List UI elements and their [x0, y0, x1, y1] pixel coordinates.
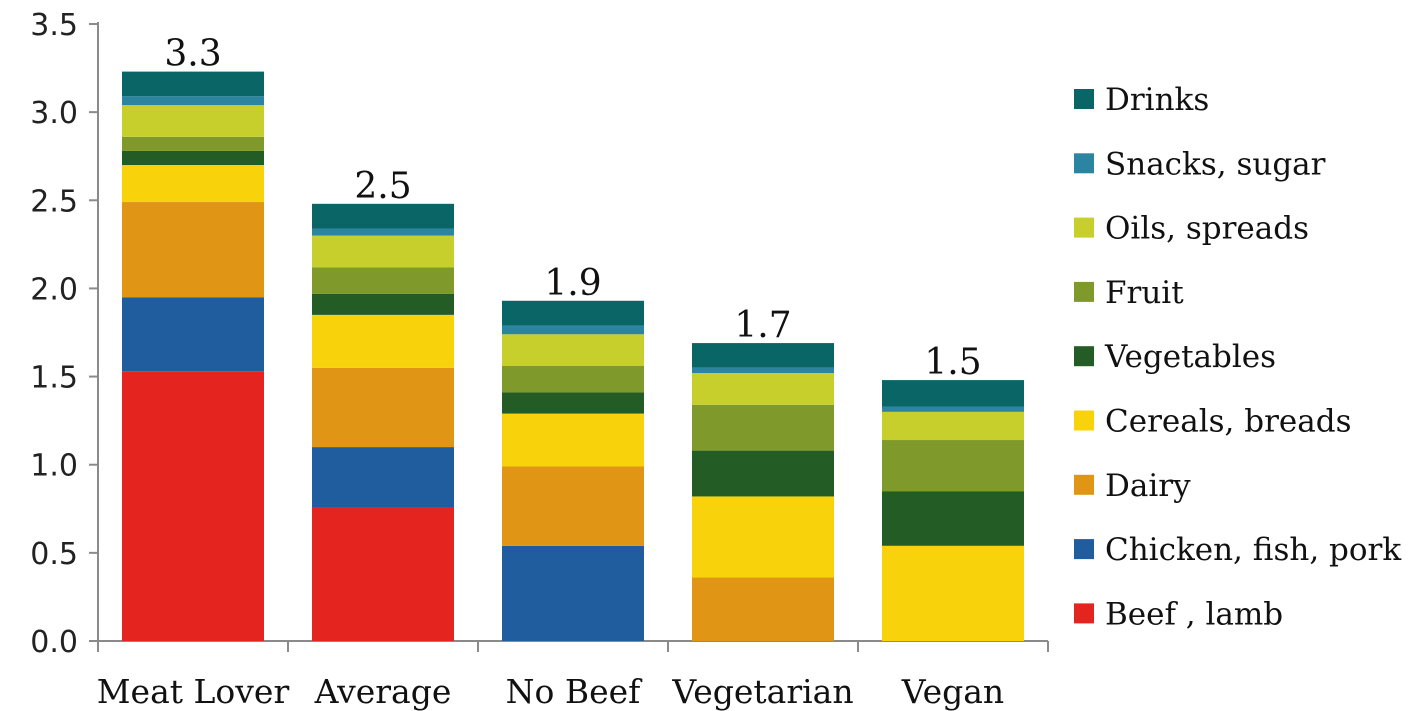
x-tick-label: Average [314, 672, 452, 711]
bar-segment [122, 165, 264, 203]
bar-segment [502, 545, 644, 641]
legend-label: Snacks, sugar [1105, 146, 1326, 182]
bar-segment [122, 150, 264, 166]
legend-label: Vegetables [1104, 339, 1276, 375]
bar-segment [312, 228, 454, 236]
bar-segment [692, 496, 834, 578]
y-tick-label: 1.0 [30, 449, 78, 484]
y-tick-label: 1.5 [30, 361, 78, 396]
legend-label: Fruit [1105, 275, 1184, 311]
legend-label: Beef , lamb [1105, 596, 1283, 632]
bar-segment [122, 202, 264, 298]
legend-label: Drinks [1105, 82, 1209, 118]
legend-swatch [1074, 89, 1094, 109]
bar-segment [312, 267, 454, 294]
bar-segment [882, 491, 1024, 546]
bar-segment [502, 466, 644, 546]
legend-label: Cereals, breads [1105, 404, 1352, 440]
x-axis: Meat Lover Average No Beef Vegetarian Vegan [97, 640, 1049, 711]
x-tick-label: Meat Lover [97, 672, 290, 711]
y-tick-label: 0.0 [30, 625, 78, 660]
bar-total-label: 1.7 [734, 305, 791, 346]
bar-segment [312, 507, 454, 641]
legend-swatch [1074, 410, 1094, 431]
legend-swatch [1074, 346, 1094, 367]
bar-segment [692, 450, 834, 497]
bar-segment [692, 373, 834, 405]
bar-segment [122, 371, 264, 641]
bar-segment [882, 380, 1024, 407]
y-axis: 0.0 0.5 1.0 1.5 2.0 2.5 3.0 3.5 [30, 8, 99, 660]
bar-segment [312, 235, 454, 268]
legend-swatch [1074, 539, 1094, 560]
legend: Drinks Snacks, sugar Oils, spreads Fruit Veg… [1074, 82, 1401, 632]
bar-segment [312, 367, 454, 448]
legend-swatch [1074, 281, 1094, 302]
legend-swatch [1074, 217, 1094, 238]
legend-swatch [1074, 603, 1094, 624]
bar-segment [882, 411, 1024, 441]
legend-label: Chicken, fish, pork [1105, 532, 1401, 568]
bar-segment [122, 136, 264, 151]
bar-segment [692, 367, 834, 374]
bar-total-label: 1.5 [924, 342, 981, 383]
legend-swatch [1074, 474, 1094, 495]
x-tick-label: Vegan [901, 672, 1004, 711]
bar-segment [502, 413, 644, 467]
bar-segment [882, 545, 1024, 641]
legend-label: Dairy [1105, 468, 1191, 504]
y-tick-label: 0.5 [30, 537, 78, 572]
bar-segment [882, 406, 1024, 412]
bar-segment [122, 105, 264, 137]
bar-segment [882, 440, 1024, 492]
y-tick-label: 2.0 [30, 272, 78, 307]
bar-segment [312, 314, 454, 368]
bar-segment [122, 71, 264, 97]
bar-segment [312, 447, 454, 508]
x-tick-label: No Beef [506, 672, 644, 711]
legend-label: Oils, spreads [1105, 211, 1309, 247]
x-tick-label: Vegetarian [671, 672, 853, 711]
bar-segment [312, 203, 454, 229]
total-labels: 3.3 2.5 1.9 1.7 1.5 [164, 34, 981, 383]
bars [122, 71, 1024, 641]
bar-segment [502, 365, 644, 393]
bar-segment [692, 577, 834, 641]
bar-segment [502, 334, 644, 366]
bar-segment [692, 343, 834, 368]
legend-swatch [1074, 153, 1094, 174]
bar-segment [502, 300, 644, 326]
bar-total-label: 1.9 [544, 263, 601, 304]
bar-segment [502, 392, 644, 414]
bar-segment [312, 293, 454, 315]
y-tick-label: 3.5 [30, 8, 78, 43]
bar-segment [122, 96, 264, 106]
bar-total-label: 3.3 [164, 34, 221, 75]
bar-segment [122, 297, 264, 372]
bar-total-label: 2.5 [354, 166, 411, 207]
y-tick-label: 2.5 [30, 184, 78, 219]
bar-segment [692, 404, 834, 451]
y-tick-label: 3.0 [30, 96, 78, 131]
bar-segment [502, 325, 644, 335]
